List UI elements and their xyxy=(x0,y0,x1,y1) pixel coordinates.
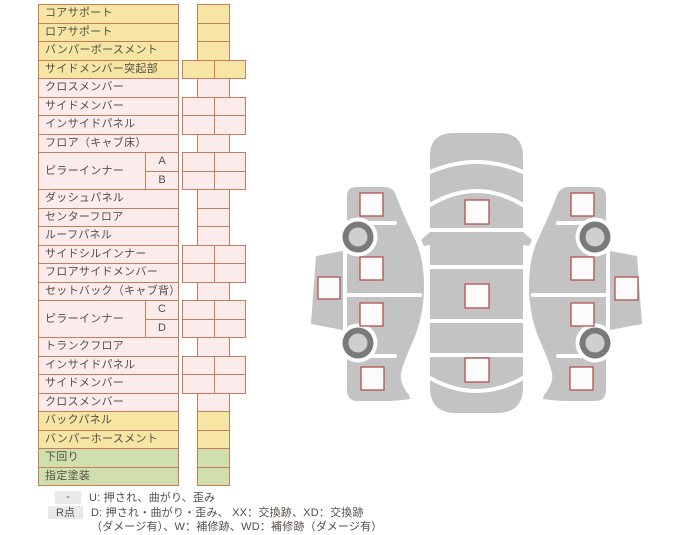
part-label: サイドメンバー xyxy=(38,96,179,116)
car-diagram xyxy=(311,133,642,413)
grade-cell-pair[interactable] xyxy=(182,300,246,320)
part-label: クロスメンバー xyxy=(38,78,179,98)
grade-cell-pair[interactable] xyxy=(182,244,246,264)
part-label: トランクフロア xyxy=(38,337,179,357)
part-label: ロアサポート xyxy=(38,22,179,42)
grade-cell-pair[interactable] xyxy=(182,355,246,375)
grade-cell-pair[interactable] xyxy=(182,96,246,116)
legend-line-1: - U: 押され、曲がり、歪み xyxy=(55,489,215,505)
damage-marker[interactable] xyxy=(570,192,595,217)
part-label: フロア（キャブ床） xyxy=(38,133,179,153)
panel-separator xyxy=(428,189,525,207)
markers-top xyxy=(464,199,490,383)
legend-badge-rpoint: R点 xyxy=(48,505,83,519)
panel-separator xyxy=(428,376,525,393)
part-label: ピラーインナー xyxy=(38,300,146,338)
part-label: 下回り xyxy=(38,448,179,468)
part-label: ルーフパネル xyxy=(38,226,179,246)
part-label: インサイドパネル xyxy=(38,115,179,135)
damage-marker[interactable] xyxy=(359,256,384,281)
pillar-sub-label: D xyxy=(145,318,179,338)
car-top-view xyxy=(421,133,532,413)
part-label: バンパーホースメント xyxy=(38,429,179,449)
legend-text-continued: （ダメージ有）、W：補修跡、WD：補修跡（ダメージ有） xyxy=(91,521,383,533)
grade-cell[interactable] xyxy=(197,78,230,98)
markers-right_side xyxy=(569,192,639,391)
legend-badge-dash: - xyxy=(55,490,81,504)
panel-separator xyxy=(428,160,525,174)
grade-cell[interactable] xyxy=(197,429,230,449)
front-wheel-left xyxy=(338,217,378,257)
left-mirror-icon xyxy=(421,232,430,246)
part-label: バンパーボースメント xyxy=(38,41,179,61)
grade-cell[interactable] xyxy=(197,226,230,246)
damage-marker[interactable] xyxy=(464,357,490,383)
grade-cell[interactable] xyxy=(197,41,230,61)
grade-cell-pair[interactable] xyxy=(182,318,246,338)
grade-cell-pair[interactable] xyxy=(182,59,246,79)
grade-cell-pair[interactable] xyxy=(182,374,246,394)
rear-wheel-right xyxy=(575,323,615,363)
part-label: フロアサイドメンバー xyxy=(38,263,179,283)
part-label: セットバック（キャブ背） xyxy=(38,281,179,301)
part-label: センターフロア xyxy=(38,207,179,227)
damage-marker[interactable] xyxy=(570,302,595,327)
part-label: 指定塗装 xyxy=(38,466,179,486)
pillar-sub-label: C xyxy=(145,300,179,320)
damage-marker[interactable] xyxy=(569,366,594,391)
damage-marker[interactable] xyxy=(464,283,490,309)
markers-left_side xyxy=(317,192,385,391)
grade-cell[interactable] xyxy=(197,189,230,209)
damage-marker[interactable] xyxy=(614,276,639,301)
part-label: クロスメンバー xyxy=(38,392,179,412)
top-view-body xyxy=(430,133,523,413)
damage-marker[interactable] xyxy=(359,302,384,327)
front-wheel-right xyxy=(575,217,615,257)
damage-marker[interactable] xyxy=(317,276,341,300)
legend-line-3: （ダメージ有）、W：補修跡、WD：補修跡（ダメージ有） xyxy=(91,518,383,534)
damage-marker[interactable] xyxy=(570,256,595,281)
grade-cell[interactable] xyxy=(197,392,230,412)
damage-marker[interactable] xyxy=(360,366,385,391)
grade-cell-pair[interactable] xyxy=(182,115,246,135)
grade-cell[interactable] xyxy=(197,411,230,431)
part-label: インサイドパネル xyxy=(38,355,179,375)
part-label: ピラーインナー xyxy=(38,152,146,190)
part-label: サイドメンバー突起部 xyxy=(38,59,179,79)
legend-text-d: D: 押され・曲がり・歪み、 XX：交換跡、XD：交換跡 xyxy=(91,507,364,519)
pillar-sub-label: B xyxy=(145,170,179,190)
grade-cell-pair[interactable] xyxy=(182,263,246,283)
pillar-sub-label: A xyxy=(145,152,179,172)
legend-text-u: U: 押され、曲がり、歪み xyxy=(89,492,216,504)
damage-marker[interactable] xyxy=(464,199,490,225)
grade-cell[interactable] xyxy=(197,466,230,486)
grade-cell[interactable] xyxy=(197,22,230,42)
rear-wheel-left xyxy=(338,323,378,363)
part-label: バックパネル xyxy=(38,411,179,431)
legend-line-2: R点 D: 押され・曲がり・歪み、 XX：交換跡、XD：交換跡 xyxy=(48,504,364,520)
car-left-side-view xyxy=(311,187,424,401)
grade-cell[interactable] xyxy=(197,448,230,468)
grade-cell[interactable] xyxy=(197,281,230,301)
grade-cell[interactable] xyxy=(197,337,230,357)
grade-cell-pair[interactable] xyxy=(182,152,246,172)
part-label: サイドシルインナー xyxy=(38,244,179,264)
part-label: サイドメンバー xyxy=(38,374,179,394)
grade-cell[interactable] xyxy=(197,4,230,24)
part-label: ダッシュパネル xyxy=(38,189,179,209)
damage-marker[interactable] xyxy=(359,192,384,217)
grade-cell-pair[interactable] xyxy=(182,170,246,190)
car-right-side-view xyxy=(529,187,642,401)
right-mirror-icon xyxy=(523,232,532,246)
grade-cell[interactable] xyxy=(197,133,230,153)
part-label: コアサポート xyxy=(38,4,179,24)
grade-cell[interactable] xyxy=(197,207,230,227)
